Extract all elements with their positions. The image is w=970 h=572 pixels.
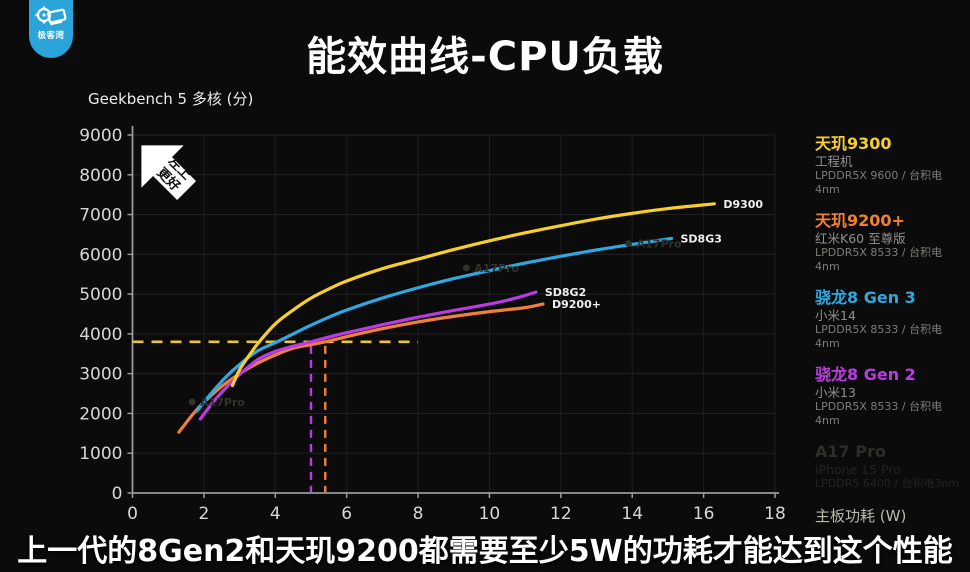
legend-name: 天玑9200+	[815, 211, 905, 230]
y-axis-title: Geekbench 5 多核 (分)	[88, 90, 254, 108]
y-tick-label: 0	[112, 484, 123, 504]
curve-label-D9300: D9300	[723, 198, 763, 211]
page-title: 能效曲线-CPU负载	[306, 34, 664, 80]
y-tick-label: 8000	[79, 166, 122, 186]
y-tick-label: 4000	[79, 325, 122, 345]
bottom-caption: 上一代的8Gen2和天玑9200都需要至少5W的功耗才能达到这个性能	[17, 534, 953, 569]
legend-item-d9300: 天玑9300 工程机 LPDDR5X 9600 / 台积电4nm	[815, 134, 965, 197]
legend-spec: LPDDR5X 8533 / 台积电4nm	[815, 400, 943, 427]
legend-name: 骁龙8 Gen 3	[815, 288, 916, 307]
legend-device: iPhone 15 Pro	[815, 462, 901, 477]
x-tick-label: 6	[341, 504, 352, 524]
curve-label-SD8G2: SD8G2	[545, 286, 586, 299]
legend-item-sd8gen2: 骁龙8 Gen 2 小米13 LPDDR5X 8533 / 台积电4nm	[815, 365, 965, 428]
legend-spec: LPDDR5X 8533 / 台积电4nm	[815, 323, 943, 350]
y-tick-label: 3000	[79, 365, 122, 385]
legend-name: 骁龙8 Gen 2	[815, 365, 916, 384]
upper-left-better-arrow-icon	[141, 145, 197, 201]
y-tick-label: 6000	[79, 245, 122, 265]
legend-device: 小米14	[815, 308, 856, 323]
legend-item-a17pro: A17 Pro iPhone 15 Pro LPDDR5 6400 / 台积电3…	[815, 442, 965, 491]
x-tick-label: 18	[764, 504, 786, 524]
legend-spec: LPDDR5X 9600 / 台积电4nm	[815, 169, 943, 196]
legend-device: 工程机	[815, 154, 853, 169]
dim-marker-label: A17Pro	[200, 396, 245, 409]
x-tick-label: 2	[198, 504, 209, 524]
y-tick-label: 2000	[79, 404, 122, 424]
x-tick-label: 0	[127, 504, 138, 524]
y-tick-label: 9000	[79, 126, 122, 146]
legend: 天玑9300 工程机 LPDDR5X 9600 / 台积电4nm 天玑9200+…	[815, 134, 965, 505]
x-tick-label: 14	[621, 504, 643, 524]
x-tick-label: 12	[550, 504, 572, 524]
curve-label-SD8G3: SD8G3	[680, 232, 721, 245]
legend-device: 红米K60 至尊版	[815, 231, 906, 246]
curve-D9200+	[177, 302, 545, 434]
y-tick-label: 5000	[79, 285, 122, 305]
legend-item-d9200plus: 天玑9200+ 红米K60 至尊版 LPDDR5X 8533 / 台积电4nm	[815, 211, 965, 274]
curve-SD8G3	[195, 236, 674, 413]
curve-D9300	[230, 202, 716, 388]
legend-spec: LPDDR5 6400 / 台积电3nm	[815, 477, 960, 490]
curve-label-D9200+: D9200+	[552, 298, 601, 311]
dim-marker-dot	[625, 240, 633, 247]
dim-marker-dot	[188, 398, 196, 406]
legend-spec: LPDDR5X 8533 / 台积电4nm	[815, 246, 943, 273]
gpu-icon	[35, 6, 67, 26]
x-tick-label: 4	[270, 504, 281, 524]
legend-name: A17 Pro	[815, 442, 886, 461]
legend-device: 小米13	[815, 385, 856, 400]
x-tick-label: 10	[479, 504, 501, 524]
legend-item-sd8gen3: 骁龙8 Gen 3 小米14 LPDDR5X 8533 / 台积电4nm	[815, 288, 965, 351]
legend-name: 天玑9300	[815, 134, 892, 153]
dim-marker-label: A17Pro	[474, 262, 519, 275]
x-tick-label: 8	[413, 504, 424, 524]
dim-marker-dot	[462, 264, 470, 272]
x-tick-label: 16	[693, 504, 715, 524]
dim-marker-label: A17Pro	[637, 238, 682, 251]
y-tick-label: 1000	[79, 444, 122, 464]
geekerwan-logo: 极客湾	[29, 0, 73, 58]
y-tick-label: 7000	[79, 206, 122, 226]
logo-brand-text: 极客湾	[37, 31, 65, 41]
x-axis-title: 主板功耗 (W)	[815, 507, 907, 525]
